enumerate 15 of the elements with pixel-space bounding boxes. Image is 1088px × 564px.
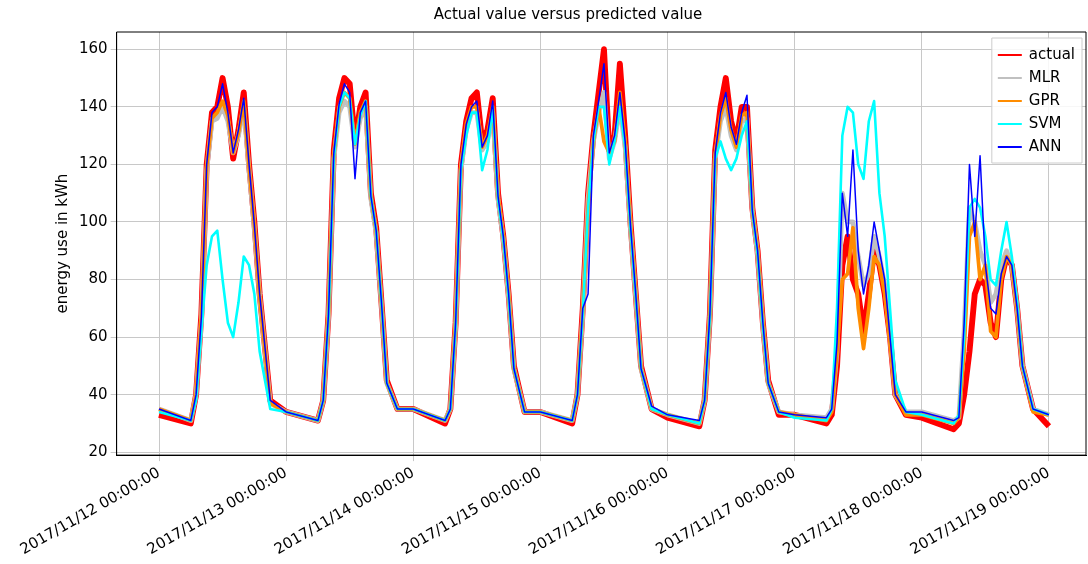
legend-label: ANN xyxy=(1028,136,1062,155)
legend-label: GPR xyxy=(1028,90,1060,109)
y-tick-label: 60 xyxy=(88,326,108,345)
y-tick-label: 20 xyxy=(88,442,108,461)
y-tick-label: 80 xyxy=(88,269,108,288)
chart-title: Actual value versus predicted value xyxy=(433,4,703,23)
y-tick-label: 140 xyxy=(78,96,108,115)
y-tick-label: 40 xyxy=(88,384,108,403)
legend-label: SVM xyxy=(1028,113,1062,132)
y-tick-label: 160 xyxy=(78,39,108,58)
y-tick-label: 100 xyxy=(78,211,108,230)
y-tick-label: 120 xyxy=(78,154,108,173)
legend-label: MLR xyxy=(1028,67,1061,86)
legend-label: actual xyxy=(1028,44,1075,63)
y-axis-title: energy use in kWh xyxy=(52,173,71,314)
